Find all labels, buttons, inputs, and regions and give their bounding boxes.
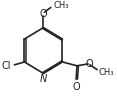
Text: N: N [40,74,47,84]
Text: O: O [85,59,93,69]
Text: CH₃: CH₃ [99,68,114,77]
Text: Cl: Cl [1,61,11,71]
Text: CH₃: CH₃ [53,1,69,10]
Text: O: O [73,82,80,92]
Text: O: O [40,9,47,19]
